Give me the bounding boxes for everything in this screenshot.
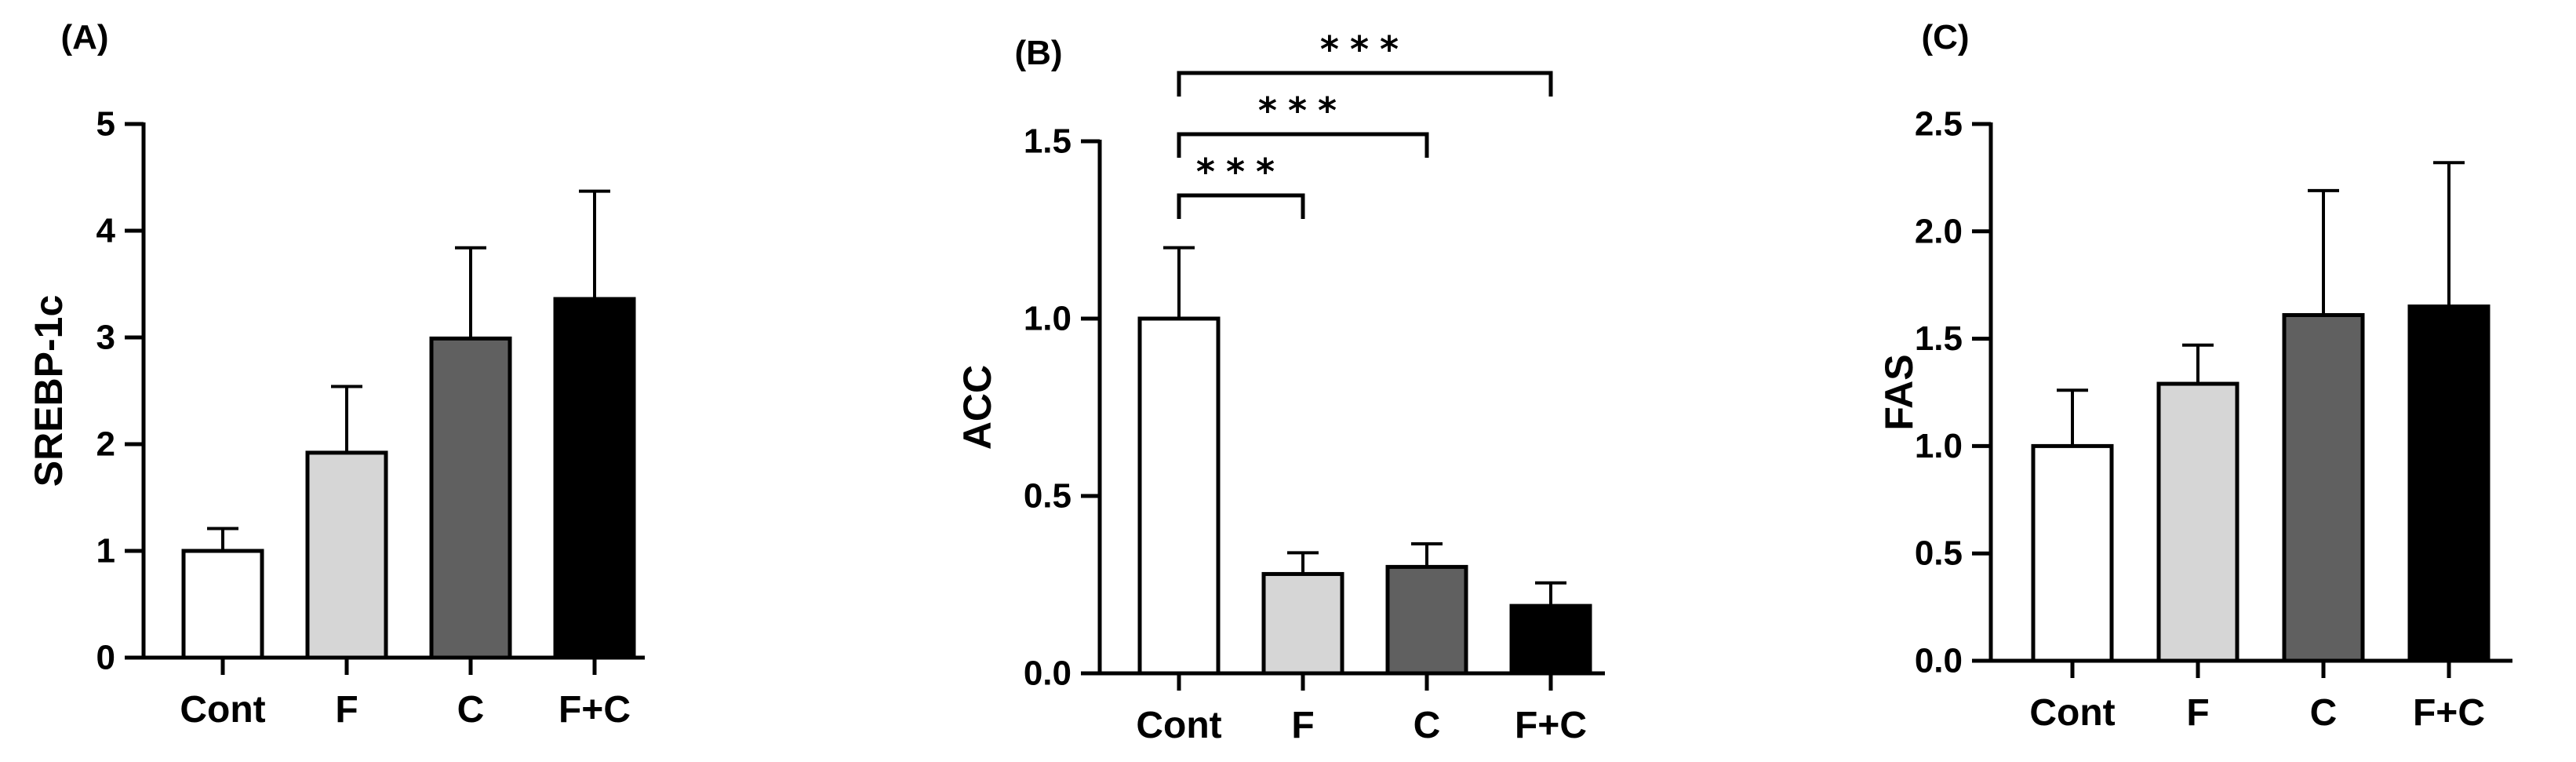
y-tick-label: 0 (96, 639, 115, 677)
x-tick-label: F (335, 689, 358, 731)
x-tick-label: F (2186, 692, 2209, 734)
x-tick-label: F+C (2413, 692, 2485, 734)
x-tick-label: F+C (558, 689, 631, 731)
x-tick-label: Cont (180, 689, 265, 731)
x-tick-label: F+C (1515, 705, 1587, 746)
bar (181, 549, 264, 660)
y-tick-label: 1 (96, 532, 115, 571)
y-tick-label: 0.5 (1024, 477, 1072, 516)
x-tick-label: F (1291, 705, 1314, 746)
significance-bracket (1177, 71, 1553, 97)
y-tick-label: 1.0 (1915, 427, 1963, 465)
bar (429, 336, 512, 660)
bar (1261, 571, 1344, 676)
significance-bracket (1177, 193, 1305, 219)
bar (1385, 564, 1468, 676)
bar (2031, 443, 2114, 663)
panel-label: (A) (60, 18, 108, 57)
x-tick-label: C (2310, 692, 2338, 734)
x-tick-label: C (457, 689, 485, 731)
bar (1509, 603, 1592, 676)
panel-a: (A) SREBP-1c 0 1 2 3 4 5 Cont F C F+C (27, 18, 645, 731)
significance-bracket (1177, 132, 1429, 158)
bar (2156, 381, 2239, 663)
y-tick-label: 2.0 (1915, 212, 1963, 250)
y-tick-label: 2 (96, 425, 115, 464)
bar (2407, 304, 2490, 663)
y-axis-title: FAS (1877, 354, 1921, 430)
y-axis-title: ACC (955, 365, 999, 450)
bar (305, 450, 388, 660)
panel-label: (B) (1014, 34, 1062, 72)
y-tick-label: 0.0 (1024, 654, 1072, 693)
x-tick-label: Cont (1136, 705, 1221, 746)
x-tick-label: C (1414, 705, 1441, 746)
y-tick-label: 1.5 (1024, 122, 1072, 161)
y-axis-title: SREBP-1c (27, 295, 71, 487)
y-tick-label: 0.0 (1915, 642, 1963, 680)
y-tick-label: 1.0 (1024, 300, 1072, 338)
bar (553, 297, 636, 660)
y-tick-label: 2.5 (1915, 105, 1963, 144)
significance-label: *** (1320, 28, 1410, 71)
y-tick-label: 4 (96, 212, 116, 250)
bar (2282, 313, 2365, 663)
y-tick-label: 0.5 (1915, 534, 1963, 573)
significance-label: *** (1196, 151, 1286, 193)
panel-b: (B) ACC 0.0 0.5 1.0 1.5 Cont F C F+C *** *** *** (955, 28, 1605, 746)
y-tick-label: 1.5 (1915, 319, 1963, 358)
panel-c: (C) FAS 0.0 0.5 1.0 1.5 2.0 2.5 Cont F C F+C (1877, 18, 2512, 734)
panel-label: (C) (1921, 18, 1969, 57)
y-tick-label: 5 (96, 105, 115, 144)
significance-label: *** (1258, 89, 1348, 132)
y-tick-label: 3 (96, 319, 115, 357)
bar (1137, 316, 1221, 676)
x-tick-label: Cont (2029, 692, 2115, 734)
